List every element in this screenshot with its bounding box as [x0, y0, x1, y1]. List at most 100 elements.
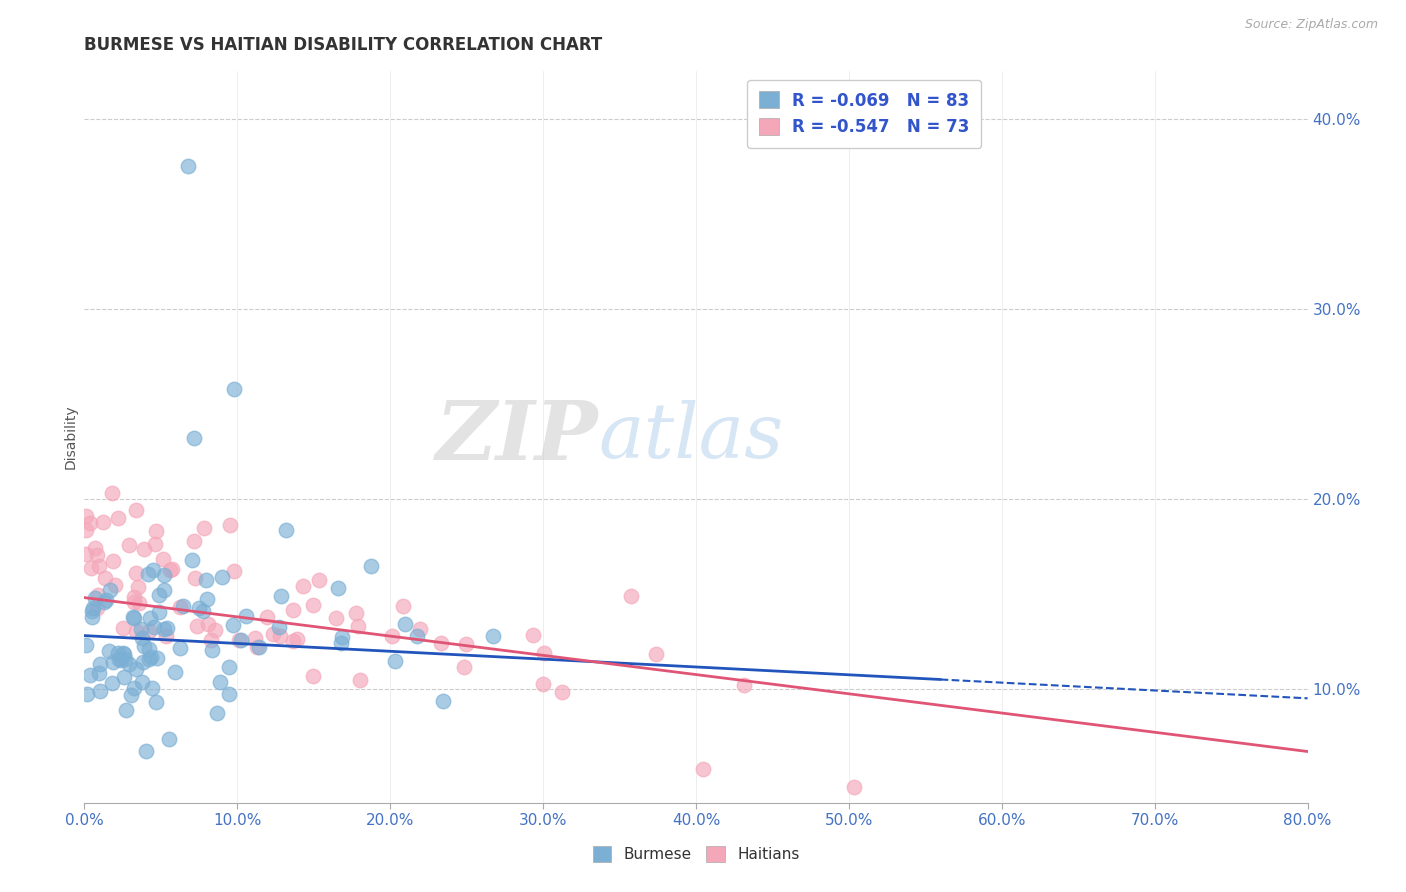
Point — [195, 591, 218, 606]
Point — [101, 554, 124, 568]
Point — [138, 642, 160, 657]
Point — [101, 656, 124, 670]
Point — [384, 654, 406, 668]
Point — [269, 630, 291, 644]
Point — [87, 588, 110, 602]
Point — [152, 583, 174, 598]
Point — [122, 590, 145, 604]
Point — [127, 580, 149, 594]
Point — [347, 619, 370, 633]
Point — [219, 518, 242, 533]
Point — [125, 661, 148, 675]
Point — [153, 567, 176, 582]
Point — [184, 571, 207, 585]
Point — [79, 516, 101, 530]
Point — [112, 647, 135, 661]
Text: ZIP: ZIP — [436, 397, 598, 477]
Point — [122, 610, 145, 624]
Point — [152, 622, 174, 636]
Y-axis label: Disability: Disability — [63, 405, 77, 469]
Point — [142, 563, 165, 577]
Point — [211, 570, 233, 584]
Point — [75, 547, 97, 561]
Point — [531, 677, 554, 691]
Point — [98, 583, 121, 598]
Point — [285, 632, 308, 646]
Point — [188, 601, 211, 615]
Point — [243, 631, 266, 645]
Point — [125, 566, 148, 580]
Point — [112, 621, 135, 635]
Point — [136, 566, 159, 581]
Point — [551, 684, 574, 698]
Point — [122, 681, 145, 696]
Point — [125, 624, 148, 639]
Point — [138, 624, 160, 638]
Point — [301, 669, 323, 683]
Point — [80, 561, 103, 575]
Point — [86, 601, 108, 615]
Point — [159, 731, 181, 746]
Point — [205, 706, 228, 720]
Point — [201, 643, 224, 657]
Text: BURMESE VS HAITIAN DISABILITY CORRELATION CHART: BURMESE VS HAITIAN DISABILITY CORRELATIO… — [84, 36, 603, 54]
Point — [183, 533, 205, 548]
Point — [302, 598, 325, 612]
Point — [692, 762, 714, 776]
Point — [139, 649, 162, 664]
Point — [482, 629, 505, 643]
Point — [125, 503, 148, 517]
Point — [131, 631, 153, 645]
Point — [75, 523, 97, 537]
Point — [349, 673, 371, 687]
Point — [103, 578, 125, 592]
Point — [132, 542, 155, 557]
Point — [228, 633, 250, 648]
Point — [183, 431, 205, 445]
Point — [270, 589, 292, 603]
Legend: Burmese, Haitians: Burmese, Haitians — [586, 840, 806, 868]
Point — [308, 574, 330, 588]
Point — [132, 655, 155, 669]
Point — [325, 611, 347, 625]
Point — [193, 521, 215, 535]
Point — [148, 588, 170, 602]
Point — [75, 638, 97, 652]
Point — [197, 617, 219, 632]
Point — [79, 668, 101, 682]
Point — [155, 629, 177, 643]
Point — [218, 660, 240, 674]
Point — [165, 665, 187, 679]
Point — [522, 628, 544, 642]
Point — [83, 591, 105, 605]
Point — [132, 639, 155, 653]
Point — [143, 537, 166, 551]
Point — [122, 610, 145, 624]
Point — [75, 508, 97, 523]
Point — [142, 620, 165, 634]
Point — [100, 486, 122, 500]
Point — [152, 551, 174, 566]
Point — [135, 744, 157, 758]
Point — [111, 646, 134, 660]
Point — [131, 622, 153, 636]
Point — [644, 647, 666, 661]
Point — [159, 563, 181, 577]
Point — [381, 629, 404, 643]
Point — [177, 159, 200, 173]
Point — [86, 549, 108, 563]
Point — [114, 652, 136, 666]
Point — [139, 611, 162, 625]
Point — [209, 674, 232, 689]
Point — [246, 640, 269, 654]
Point — [218, 687, 240, 701]
Point — [394, 617, 416, 632]
Point — [283, 633, 305, 648]
Point — [235, 608, 257, 623]
Point — [406, 629, 429, 643]
Point — [262, 627, 284, 641]
Point — [93, 595, 115, 609]
Point — [181, 553, 204, 567]
Point — [169, 640, 191, 655]
Point — [229, 633, 252, 648]
